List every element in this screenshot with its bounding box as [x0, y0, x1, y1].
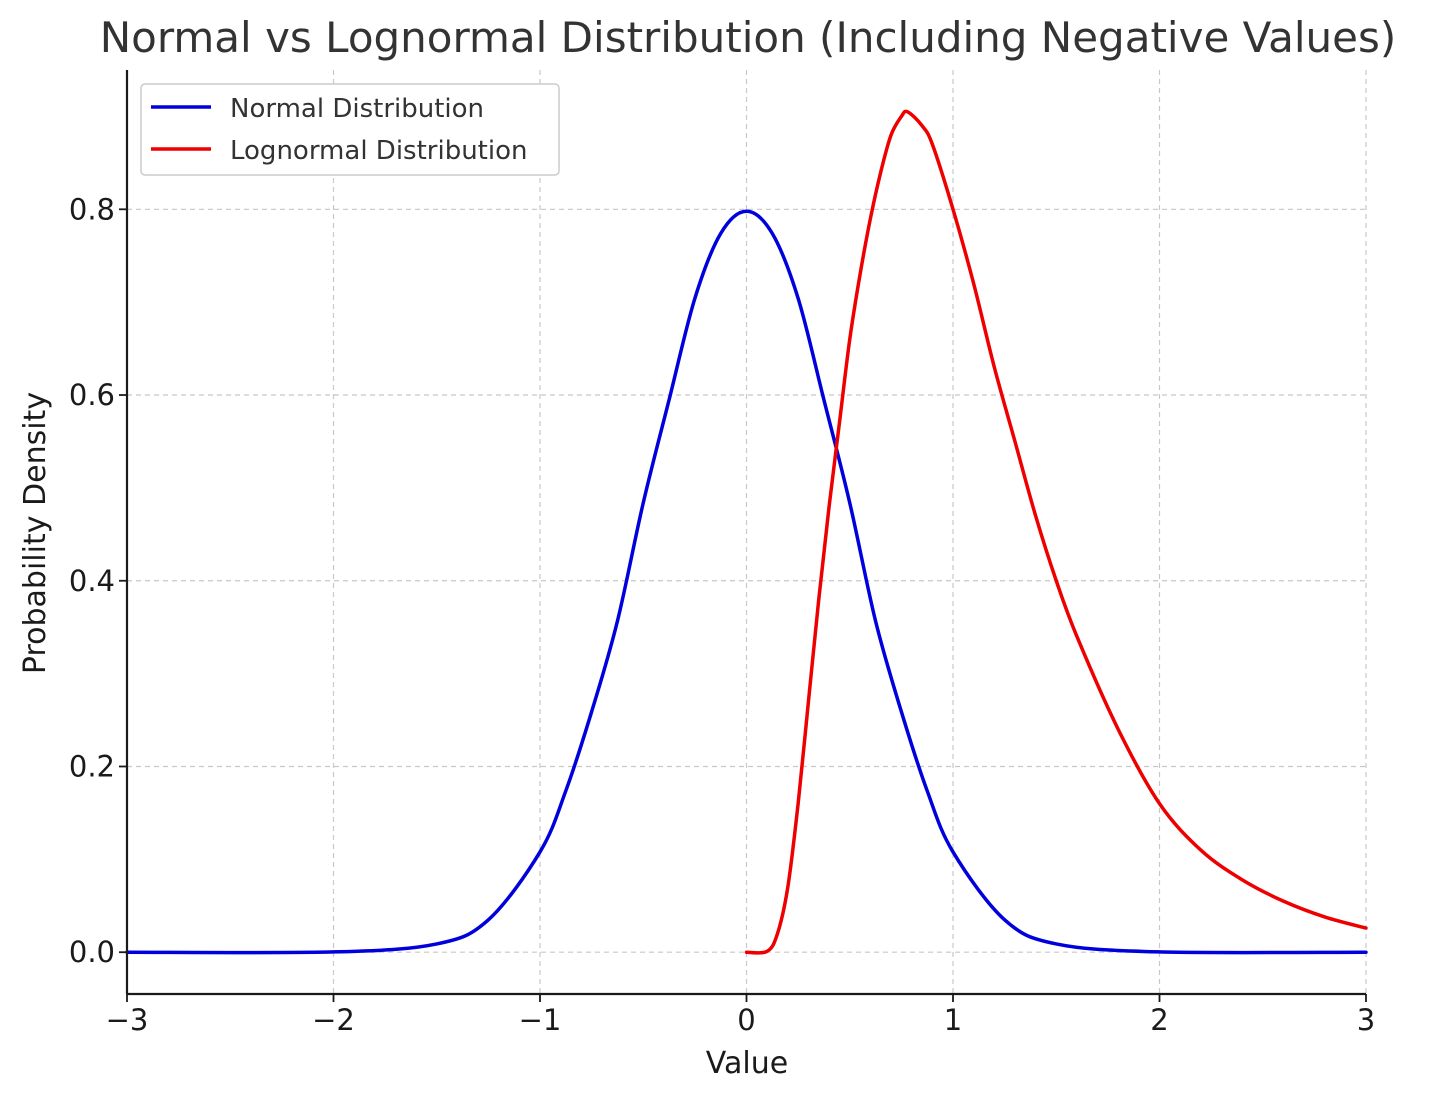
y-tick-label: 0.2 [69, 749, 115, 783]
x-tick-label: −3 [106, 1003, 149, 1037]
x-tick-label: 1 [944, 1003, 962, 1037]
x-axis-label: Value [706, 1046, 788, 1081]
x-tick-label: −2 [312, 1003, 355, 1037]
chart-title: Normal vs Lognormal Distribution (Includ… [100, 13, 1396, 62]
series-line-normal-distribution [125, 209, 1368, 955]
legend: Normal Distribution Lognormal Distributi… [140, 83, 560, 176]
x-tick-label: −1 [519, 1003, 562, 1037]
y-tick-label: 0.0 [69, 935, 115, 969]
y-tick-label: 0.8 [69, 192, 115, 226]
y-tick-label: 0.4 [69, 564, 115, 598]
x-tick-label: 2 [1150, 1003, 1168, 1037]
y-tick-label: 0.6 [69, 378, 115, 412]
legend-label-lognormal: Lognormal Distribution [230, 136, 528, 166]
legend-box [140, 83, 560, 176]
legend-label-normal: Normal Distribution [230, 94, 484, 124]
tick-labels: −3 −2 −1 0 1 2 3 0.0 0.2 0.4 0.6 0.8 [69, 192, 1375, 1037]
series-layer [125, 109, 1368, 955]
grid [126, 70, 1367, 994]
x-tick-label: 3 [1357, 1003, 1375, 1037]
series-line-lognormal-distribution [744, 109, 1368, 955]
y-axis-label: Probability Density [18, 392, 53, 674]
x-tick-label: 0 [737, 1003, 755, 1037]
